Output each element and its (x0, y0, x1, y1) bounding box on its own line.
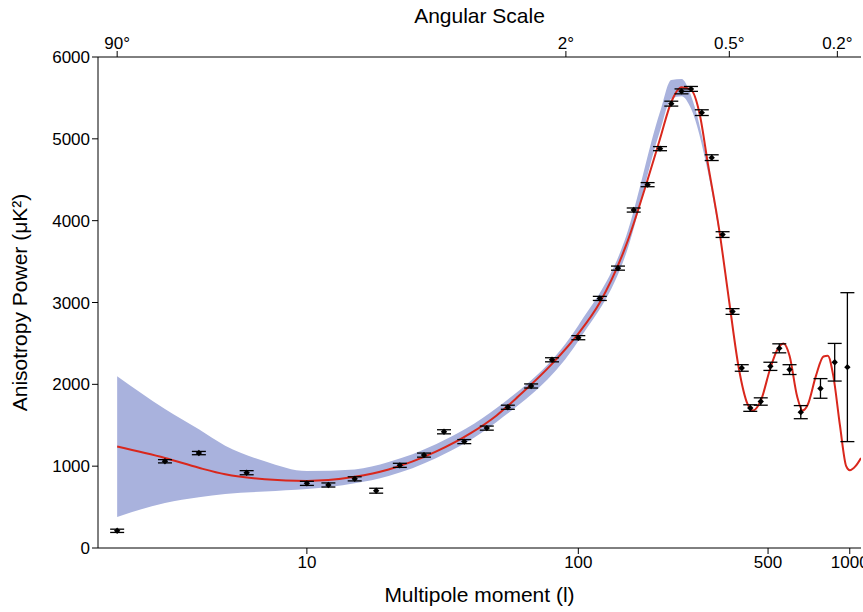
svg-text:3000: 3000 (52, 294, 90, 313)
svg-text:1000: 1000 (52, 457, 90, 476)
svg-text:2000: 2000 (52, 375, 90, 394)
svg-text:Angular Scale: Angular Scale (414, 4, 545, 27)
svg-text:0: 0 (81, 539, 90, 558)
svg-text:Multipole moment (l): Multipole moment (l) (384, 583, 574, 606)
svg-text:10: 10 (297, 553, 316, 572)
svg-text:100: 100 (564, 553, 592, 572)
svg-text:4000: 4000 (52, 212, 90, 231)
svg-text:500: 500 (754, 553, 782, 572)
svg-text:0.2°: 0.2° (822, 34, 852, 53)
svg-text:90°: 90° (104, 34, 130, 53)
svg-text:5000: 5000 (52, 130, 90, 149)
svg-text:2°: 2° (558, 34, 574, 53)
svg-text:Anisotropy Power (μK²): Anisotropy Power (μK²) (8, 194, 31, 412)
svg-text:0.5°: 0.5° (714, 34, 744, 53)
svg-text:6000: 6000 (52, 48, 90, 67)
svg-text:1000: 1000 (831, 553, 855, 572)
